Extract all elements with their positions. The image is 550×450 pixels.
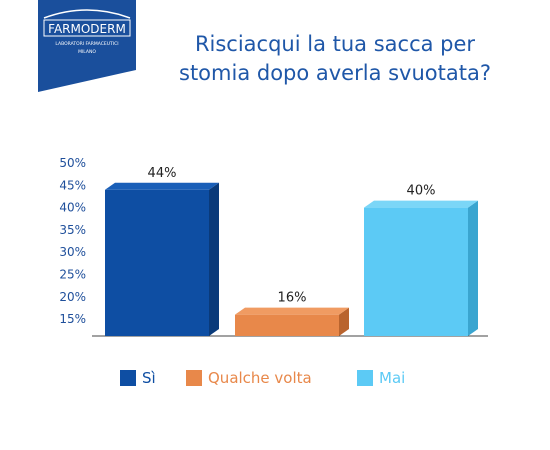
logo-city: MILANO [78, 49, 96, 55]
bar-side [468, 200, 478, 336]
legend-swatch [186, 370, 202, 386]
bar-top [364, 200, 478, 208]
data-label: 44% [148, 166, 177, 181]
data-label: 16% [278, 291, 307, 306]
bar-top [105, 182, 219, 190]
legend-item: Sì [120, 369, 156, 387]
y-tick-label: 35% [59, 223, 86, 237]
legend-item: Mai [357, 369, 405, 387]
logo-subtitle: LABORATORI FARMACEUTICI [55, 41, 118, 47]
bar-0 [105, 182, 219, 336]
y-tick-label: 40% [59, 201, 86, 215]
bar-front [235, 314, 339, 336]
chart-title-line2: stomia dopo averla svuotata? [179, 61, 491, 85]
data-label: 40% [407, 184, 436, 199]
y-tick-label: 20% [59, 290, 86, 304]
bar-front [105, 189, 209, 336]
bar-1 [235, 307, 349, 336]
bar-front [364, 207, 468, 336]
legend-label: Qualche volta [208, 369, 312, 387]
y-tick-label: 25% [59, 268, 86, 282]
y-tick-label: 15% [59, 312, 86, 326]
legend-swatch [357, 370, 373, 386]
legend-label: Mai [379, 369, 406, 387]
chart-title: Risciacqui la tua sacca per stomia dopo … [140, 30, 530, 88]
legend-item: Qualche volta [186, 369, 312, 387]
y-tick-label: 30% [59, 245, 86, 259]
farmoderm-logo: FARMODERM LABORATORI FARMACEUTICI MILANO [38, 0, 136, 92]
bar-2 [364, 200, 478, 336]
logo-brand: FARMODERM [48, 22, 126, 36]
bar-side [339, 307, 349, 336]
legend-label: Sì [142, 369, 156, 387]
y-tick-label: 50% [59, 156, 86, 170]
legend-swatch [120, 370, 136, 386]
chart-title-line1: Risciacqui la tua sacca per [194, 32, 476, 56]
y-tick-label: 45% [59, 178, 86, 192]
bar-top [235, 307, 349, 315]
bar-side [209, 182, 219, 336]
